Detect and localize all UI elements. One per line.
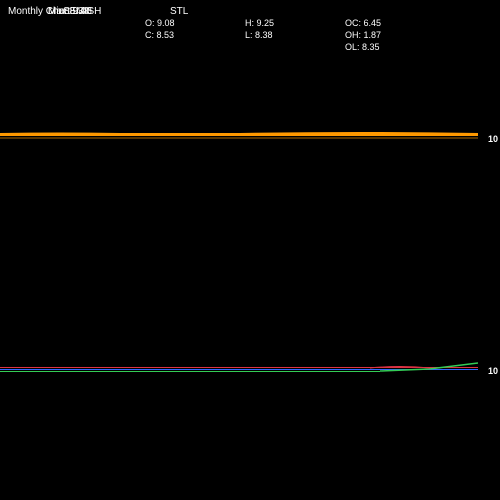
ticker-symbol: STL — [170, 6, 188, 17]
title-layer-4: SEMISH — [63, 6, 101, 17]
chart-container: Monthly Chart Max: 9.08 Min: 8.38 SEMISH… — [0, 0, 500, 500]
stat-open: O: 9.08 — [145, 18, 175, 28]
stat-oc: OC: 6.45 — [345, 18, 381, 28]
stat-oh: OH: 1.87 — [345, 30, 381, 40]
stat-close: C: 8.53 — [145, 30, 174, 40]
axis-label-lower: 10 — [488, 366, 498, 376]
stat-high: H: 9.25 — [245, 18, 274, 28]
series-overlay — [0, 45, 478, 495]
price-chart-area[interactable] — [0, 45, 478, 495]
stat-low: L: 8.38 — [245, 30, 273, 40]
axis-label-upper: 10 — [488, 134, 498, 144]
title-group: Monthly Chart Max: 9.08 Min: 8.38 SEMISH — [8, 6, 128, 21]
